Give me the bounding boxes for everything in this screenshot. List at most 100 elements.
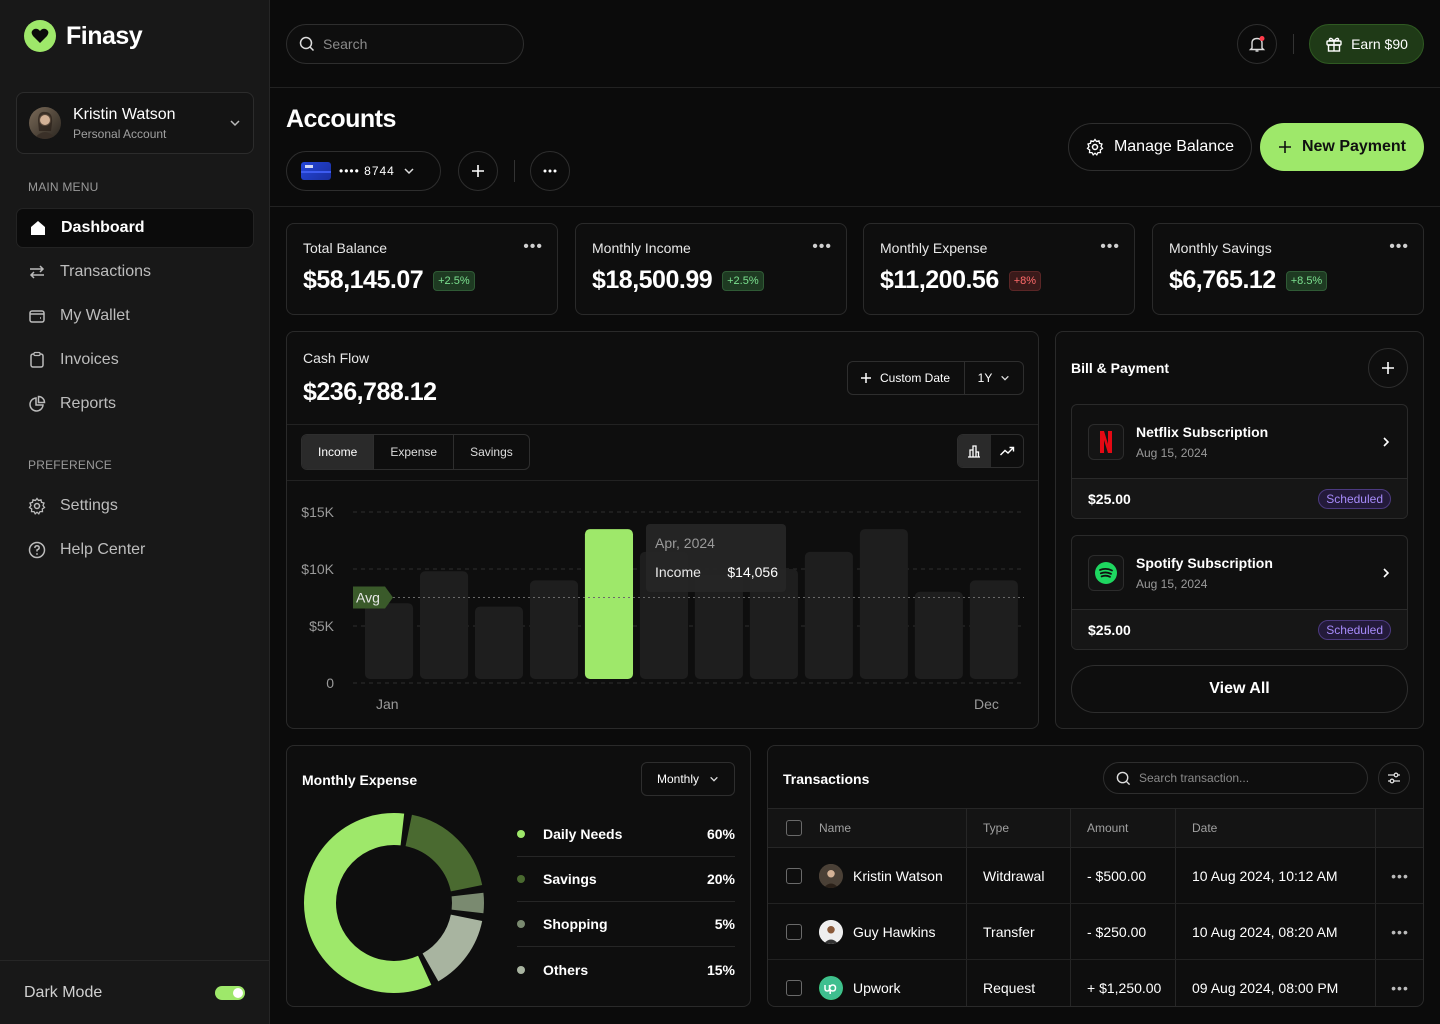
plus-icon — [861, 373, 871, 383]
chevron-down-icon — [404, 168, 414, 175]
chart-bar — [584, 529, 634, 679]
table-row[interactable]: Kristin Watson Witdrawal - $500.00 10 Au… — [768, 848, 1423, 904]
donut-slice — [304, 813, 432, 993]
tooltip-date: Apr, 2024 — [655, 535, 715, 551]
new-payment-button[interactable]: New Payment — [1260, 123, 1424, 171]
table-row[interactable]: Guy Hawkins Transfer - $250.00 10 Aug 20… — [768, 904, 1423, 960]
stat-value: $58,145.07 — [303, 266, 424, 294]
legend-name: Savings — [543, 871, 597, 887]
more-options-button[interactable]: ••• — [1100, 238, 1120, 255]
custom-date-label: Custom Date — [880, 371, 951, 385]
app-logo[interactable]: Finasy — [24, 20, 143, 52]
sidebar-item-my-wallet[interactable]: My Wallet — [16, 296, 254, 336]
stat-title: Total Balance — [303, 240, 388, 256]
stat-title: Monthly Income — [592, 240, 691, 256]
earn-label: Earn $90 — [1351, 36, 1408, 52]
line-chart-button[interactable] — [991, 435, 1024, 467]
column-header-type[interactable]: Type — [967, 809, 1071, 847]
table-row[interactable]: Upwork Request + $1,250.00 09 Aug 2024, … — [768, 960, 1423, 1006]
sidebar-item-invoices[interactable]: Invoices — [16, 340, 254, 380]
row-checkbox[interactable] — [785, 979, 802, 996]
sidebar-item-label: Invoices — [60, 351, 119, 368]
sidebar-item-help-center[interactable]: Help Center — [16, 530, 254, 570]
legend-percent: 20% — [706, 871, 735, 887]
profile-switcher[interactable]: Kristin Watson Personal Account — [16, 92, 254, 154]
transaction-type: Request — [967, 960, 1071, 1006]
earn-button[interactable]: Earn $90 — [1309, 24, 1424, 64]
sidebar-item-label: Dashboard — [61, 219, 145, 236]
avatar — [29, 107, 61, 139]
row-checkbox[interactable] — [785, 867, 802, 884]
bill-name: Netflix Subscription — [1136, 423, 1269, 440]
transactions-title: Transactions — [783, 771, 870, 787]
card-selector[interactable]: •••• 8744 — [286, 151, 441, 191]
manage-balance-button[interactable]: Manage Balance — [1068, 123, 1252, 171]
column-header-date[interactable]: Date — [1176, 809, 1376, 847]
custom-date-button[interactable]: Custom Date — [848, 362, 965, 394]
legend-item: Shopping 5% — [517, 902, 735, 947]
column-header-name[interactable]: Name — [819, 809, 967, 847]
more-options-button[interactable]: ••• — [523, 238, 543, 255]
divider — [514, 160, 515, 182]
add-bill-button[interactable] — [1368, 348, 1408, 388]
cash-flow-total: $236,788.12 — [303, 378, 437, 406]
row-more-button[interactable]: ••• — [1391, 979, 1409, 996]
legend-item: Savings 20% — [517, 857, 735, 902]
column-header-amount[interactable]: Amount — [1071, 809, 1176, 847]
stat-card-monthly-savings: Monthly Savings $6,765.12 +8.5% ••• — [1152, 223, 1424, 315]
chevron-right-icon — [1383, 567, 1390, 578]
sidebar-item-reports[interactable]: Reports — [16, 384, 254, 424]
bill-payment-title: Bill & Payment — [1071, 360, 1170, 376]
period-select[interactable]: Monthly — [641, 762, 735, 796]
filter-button[interactable] — [1378, 762, 1410, 794]
tab-savings[interactable]: Savings — [470, 445, 513, 459]
period-select[interactable]: 1Y — [965, 362, 1023, 394]
row-more-button[interactable]: ••• — [1391, 867, 1409, 884]
transaction-amount: - $250.00 — [1071, 904, 1176, 959]
sidebar-item-settings[interactable]: Settings — [16, 486, 254, 526]
row-more-button[interactable]: ••• — [1391, 923, 1409, 940]
sidebar-item-transactions[interactable]: Transactions — [16, 252, 254, 292]
sidebar-item-dashboard[interactable]: Dashboard — [16, 208, 254, 248]
row-checkbox[interactable] — [785, 923, 802, 940]
more-options-button[interactable]: ••• — [812, 238, 832, 255]
chart-bar — [914, 591, 963, 679]
y-tick-label: $5K — [309, 618, 335, 634]
bar-chart-button[interactable] — [958, 435, 991, 467]
status-badge: Scheduled — [1318, 489, 1391, 509]
legend-dot — [517, 920, 525, 928]
bill-date: Aug 15, 2024 — [1136, 576, 1208, 591]
bar-chart-icon — [968, 445, 981, 458]
more-options-button[interactable]: ••• — [1389, 238, 1409, 255]
bill-amount: $25.00 — [1088, 491, 1131, 507]
add-card-button[interactable] — [458, 151, 498, 191]
tab-expense[interactable]: Expense — [374, 435, 455, 469]
transaction-search-input[interactable]: Search transaction... — [1103, 762, 1368, 794]
select-all-checkbox[interactable] — [785, 820, 802, 836]
stat-change-badge: +8% — [1008, 270, 1042, 291]
more-options-button[interactable] — [530, 151, 570, 191]
view-all-button[interactable]: View All — [1071, 665, 1408, 713]
period-value: Monthly — [656, 772, 700, 786]
y-tick-label: $10K — [301, 561, 334, 577]
transaction-name: Guy Hawkins — [853, 923, 936, 940]
bill-item[interactable]: Spotify Subscription Aug 15, 2024 $25.00… — [1071, 535, 1408, 650]
tab-income[interactable]: Income — [302, 435, 375, 469]
notifications-button[interactable] — [1237, 24, 1277, 64]
more-horizontal-icon — [543, 169, 557, 173]
chevron-down-icon — [710, 776, 718, 782]
spotify-logo-icon — [1088, 554, 1124, 591]
page-title: Accounts — [286, 105, 396, 133]
stat-title: Monthly Expense — [880, 240, 988, 256]
search-bar[interactable]: Search — [286, 24, 524, 64]
chart-bar — [419, 571, 469, 679]
manage-balance-label: Manage Balance — [1113, 138, 1235, 155]
avatar — [819, 919, 843, 944]
bill-item[interactable]: Netflix Subscription Aug 15, 2024 $25.00… — [1071, 404, 1408, 519]
transaction-name: Kristin Watson — [853, 867, 943, 884]
gear-icon — [1086, 138, 1104, 156]
divider — [287, 424, 1038, 425]
preference-label: PREFERENCE — [28, 458, 113, 472]
dark-mode-toggle[interactable] — [215, 985, 245, 1000]
plus-icon — [472, 165, 484, 177]
